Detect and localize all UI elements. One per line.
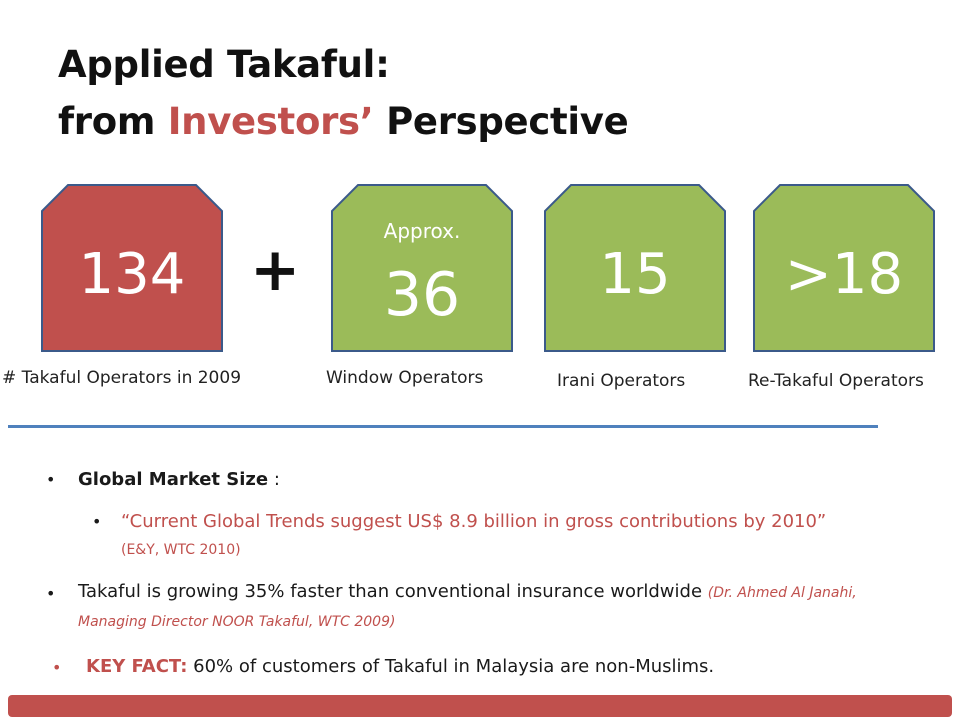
bullet-dot: • — [46, 470, 56, 489]
quote-text: “Current Global Trends suggest US$ 8.9 b… — [121, 511, 827, 532]
card-value: 134 — [78, 242, 186, 307]
bullet-growth: Takaful is growing 35% faster than conve… — [78, 578, 878, 636]
caption-operators-2009: # Takaful Operators in 2009 — [2, 368, 242, 388]
card-shape-green — [544, 184, 726, 352]
title-from: from — [58, 100, 156, 143]
growth-text: Takaful is growing 35% faster than conve… — [78, 581, 703, 602]
divider-line — [8, 425, 878, 428]
market-label: Global Market Size — [78, 469, 269, 490]
key-fact-label: KEY FACT: — [86, 656, 188, 677]
slide-title: Applied Takaful: from Investors’ Perspec… — [58, 36, 629, 150]
key-fact-text: 60% of customers of Takaful in Malaysia … — [193, 656, 715, 677]
growth-source: (Dr. Ahmed Al Janahi, Managing Director … — [78, 585, 857, 630]
title-line-2: from Investors’ Perspective — [58, 93, 629, 150]
caption-irani-operators: Irani Operators — [557, 371, 686, 391]
card-value: 36 — [383, 260, 461, 330]
caption-window-operators: Window Operators — [326, 368, 484, 388]
card-shape-green — [753, 184, 935, 352]
title-accent: Investors’ — [167, 100, 374, 143]
bullet-dot: • — [52, 658, 62, 677]
quote-source: (E&Y, WTC 2010) — [121, 542, 241, 558]
card-irani-operators: 15 — [543, 183, 727, 353]
card-shape-green — [331, 184, 513, 352]
card-value: 15 — [599, 242, 671, 307]
market-colon: : — [268, 469, 280, 490]
title-line-1: Applied Takaful: — [58, 43, 390, 86]
bullet-dot: • — [46, 584, 56, 603]
card-value: >18 — [784, 242, 904, 307]
card-shape-red — [41, 184, 223, 352]
card-retakaful-operators: >18 — [752, 183, 936, 353]
caption-retakaful-operators: Re-Takaful Operators — [748, 371, 924, 391]
card-window-operators: Approx. 36 — [330, 183, 514, 353]
card-prefix: Approx. — [383, 219, 461, 243]
bullet-market-size: Global Market Size : — [78, 466, 280, 493]
card-operators-2009: 134 — [40, 183, 224, 353]
bullet-quote: “Current Global Trends suggest US$ 8.9 b… — [121, 508, 861, 564]
title-perspective: Perspective — [386, 100, 629, 143]
bottom-bar — [8, 695, 952, 717]
bullet-key-fact: KEY FACT: 60% of customers of Takaful in… — [86, 653, 906, 680]
plus-sign: + — [250, 235, 301, 305]
bullet-dot: • — [92, 512, 102, 531]
